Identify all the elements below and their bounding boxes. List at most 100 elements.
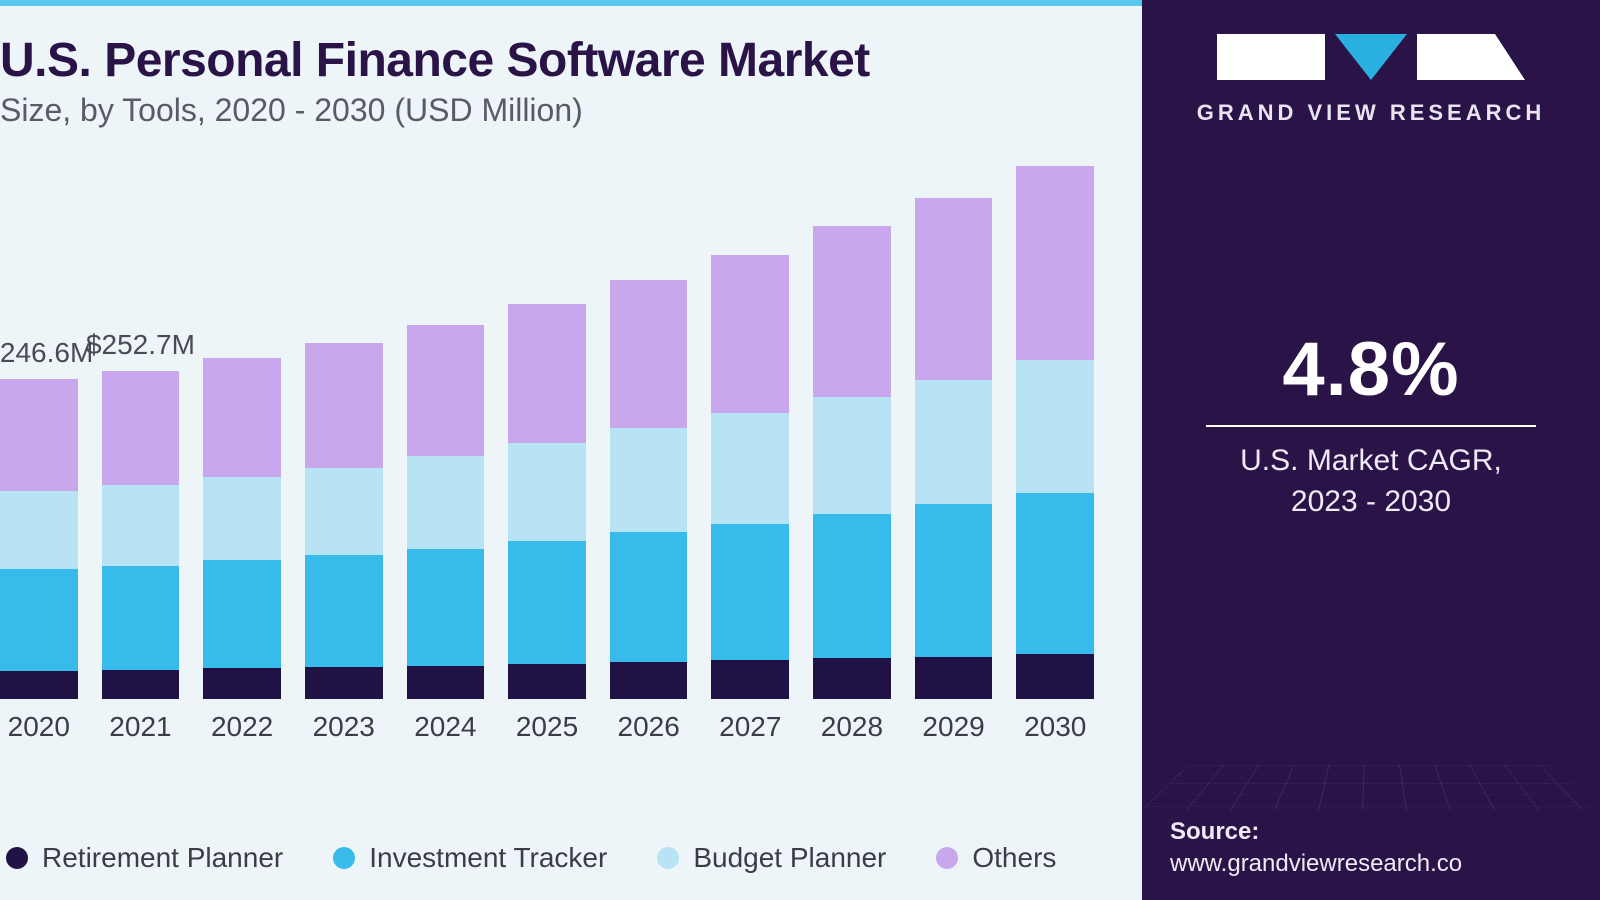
legend-label: Investment Tracker: [369, 842, 607, 874]
bar-segment-investment-tracker: [508, 541, 586, 665]
bar-segment-others: [711, 255, 789, 414]
sidebar: GRAND VIEW RESEARCH 4.8% U.S. Market CAG…: [1142, 0, 1600, 900]
x-axis-label: 2022: [211, 711, 273, 743]
bar-segment-investment-tracker: [305, 555, 383, 667]
bar-segment-retirement-planner: [0, 671, 78, 700]
bar-segment-budget-planner: [305, 468, 383, 555]
bar-group: 2026: [610, 179, 688, 699]
bar-segment-investment-tracker: [407, 549, 485, 666]
bar-stack: [305, 343, 383, 699]
bar-segment-budget-planner: [203, 477, 281, 560]
bar-segment-investment-tracker: [102, 566, 180, 670]
bar-segment-others: [813, 226, 891, 396]
bar-segment-budget-planner: [1016, 360, 1094, 493]
bar-segment-retirement-planner: [610, 662, 688, 700]
bar-group: 2021$252.7M: [102, 179, 180, 699]
metric-block: 4.8% U.S. Market CAGR, 2023 - 2030: [1170, 326, 1572, 522]
legend-item: Investment Tracker: [333, 842, 607, 874]
bar-group: 2024: [407, 179, 485, 699]
x-axis-label: 2025: [516, 711, 578, 743]
bar-segment-investment-tracker: [915, 504, 993, 656]
bar-segment-retirement-planner: [915, 657, 993, 700]
cagr-label: U.S. Market CAGR, 2023 - 2030: [1170, 441, 1572, 522]
bar-segment-budget-planner: [508, 443, 586, 541]
cagr-value: 4.8%: [1170, 326, 1572, 413]
bar-segment-others: [407, 325, 485, 456]
bar-stack: [610, 280, 688, 700]
bar-segment-budget-planner: [610, 428, 688, 532]
bar-segment-retirement-planner: [102, 670, 180, 700]
chart-panel: U.S. Personal Finance Software Market Si…: [0, 0, 1142, 900]
bar-group: 2030: [1016, 179, 1094, 699]
bar-segment-investment-tracker: [711, 524, 789, 661]
bar-stack: [102, 371, 180, 699]
bar-stack: [203, 358, 281, 700]
logo-triangle-icon: [1335, 34, 1407, 80]
bar-segment-others: [0, 379, 78, 492]
x-axis-label: 2021: [109, 711, 171, 743]
logo-block-icon: [1417, 34, 1525, 80]
bar-segment-retirement-planner: [813, 658, 891, 700]
bar-segment-investment-tracker: [1016, 493, 1094, 654]
bar-segment-retirement-planner: [305, 667, 383, 700]
brand-logo: [1217, 34, 1525, 80]
bar-segment-budget-planner: [813, 397, 891, 514]
cagr-label-line: 2023 - 2030: [1170, 482, 1572, 523]
cagr-label-line: U.S. Market CAGR,: [1170, 441, 1572, 482]
bar-segment-others: [508, 304, 586, 443]
x-axis-label: 2029: [922, 711, 984, 743]
legend-item: Budget Planner: [657, 842, 886, 874]
source-block: Source: www.grandviewresearch.co: [1170, 818, 1462, 878]
x-axis-label: 2020: [8, 711, 70, 743]
bar-stack: [508, 304, 586, 699]
x-axis-label: 2024: [414, 711, 476, 743]
bar-segment-investment-tracker: [0, 569, 78, 670]
chart-title: U.S. Personal Finance Software Market: [0, 36, 1114, 86]
bar-segment-budget-planner: [915, 380, 993, 505]
bar-group: 2028: [813, 179, 891, 699]
divider: [1206, 425, 1536, 427]
legend-swatch-icon: [936, 847, 958, 869]
bar-segment-retirement-planner: [711, 660, 789, 699]
source-url: www.grandviewresearch.co: [1170, 850, 1462, 878]
bar-group: 2027: [711, 179, 789, 699]
bar-value-label: $252.7M: [86, 329, 195, 361]
x-axis-label: 2030: [1024, 711, 1086, 743]
bar-segment-investment-tracker: [203, 560, 281, 668]
bar-segment-budget-planner: [407, 456, 485, 548]
chart-legend: Retirement Planner Investment Tracker Budg…: [0, 818, 1114, 880]
bar-segment-budget-planner: [102, 485, 180, 566]
legend-swatch-icon: [333, 847, 355, 869]
bar-group: 2029: [915, 179, 993, 699]
legend-swatch-icon: [657, 847, 679, 869]
legend-label: Retirement Planner: [42, 842, 283, 874]
chart-subtitle: Size, by Tools, 2020 - 2030 (USD Million…: [0, 92, 1114, 129]
bar-stack: [1016, 166, 1094, 699]
bar-stack: [0, 379, 78, 700]
bar-stack: [915, 198, 993, 700]
bar-group: 2020$246.6M: [0, 179, 78, 699]
bar-segment-investment-tracker: [610, 532, 688, 662]
bar-segment-retirement-planner: [203, 668, 281, 699]
bar-group: 2022: [203, 179, 281, 699]
legend-label: Others: [972, 842, 1056, 874]
source-label: Source:: [1170, 818, 1462, 846]
bar-segment-budget-planner: [711, 413, 789, 524]
bar-segment-others: [102, 371, 180, 485]
bar-group: 2025: [508, 179, 586, 699]
x-axis-label: 2028: [821, 711, 883, 743]
bar-stack: [407, 325, 485, 699]
x-axis-label: 2027: [719, 711, 781, 743]
bar-segment-others: [1016, 166, 1094, 360]
bar-segment-others: [915, 198, 993, 380]
bar-stack: [813, 226, 891, 699]
chart-plot-area: 2020$246.6M2021$252.7M202220232024202520…: [0, 179, 1114, 812]
bar-segment-others: [203, 358, 281, 478]
bar-segment-others: [305, 343, 383, 468]
bar-segment-retirement-planner: [1016, 654, 1094, 700]
bar-segment-investment-tracker: [813, 514, 891, 658]
title-block: U.S. Personal Finance Software Market Si…: [0, 36, 1114, 129]
bar-stack: [711, 255, 789, 700]
bar-segment-others: [610, 280, 688, 428]
legend-item: Others: [936, 842, 1056, 874]
